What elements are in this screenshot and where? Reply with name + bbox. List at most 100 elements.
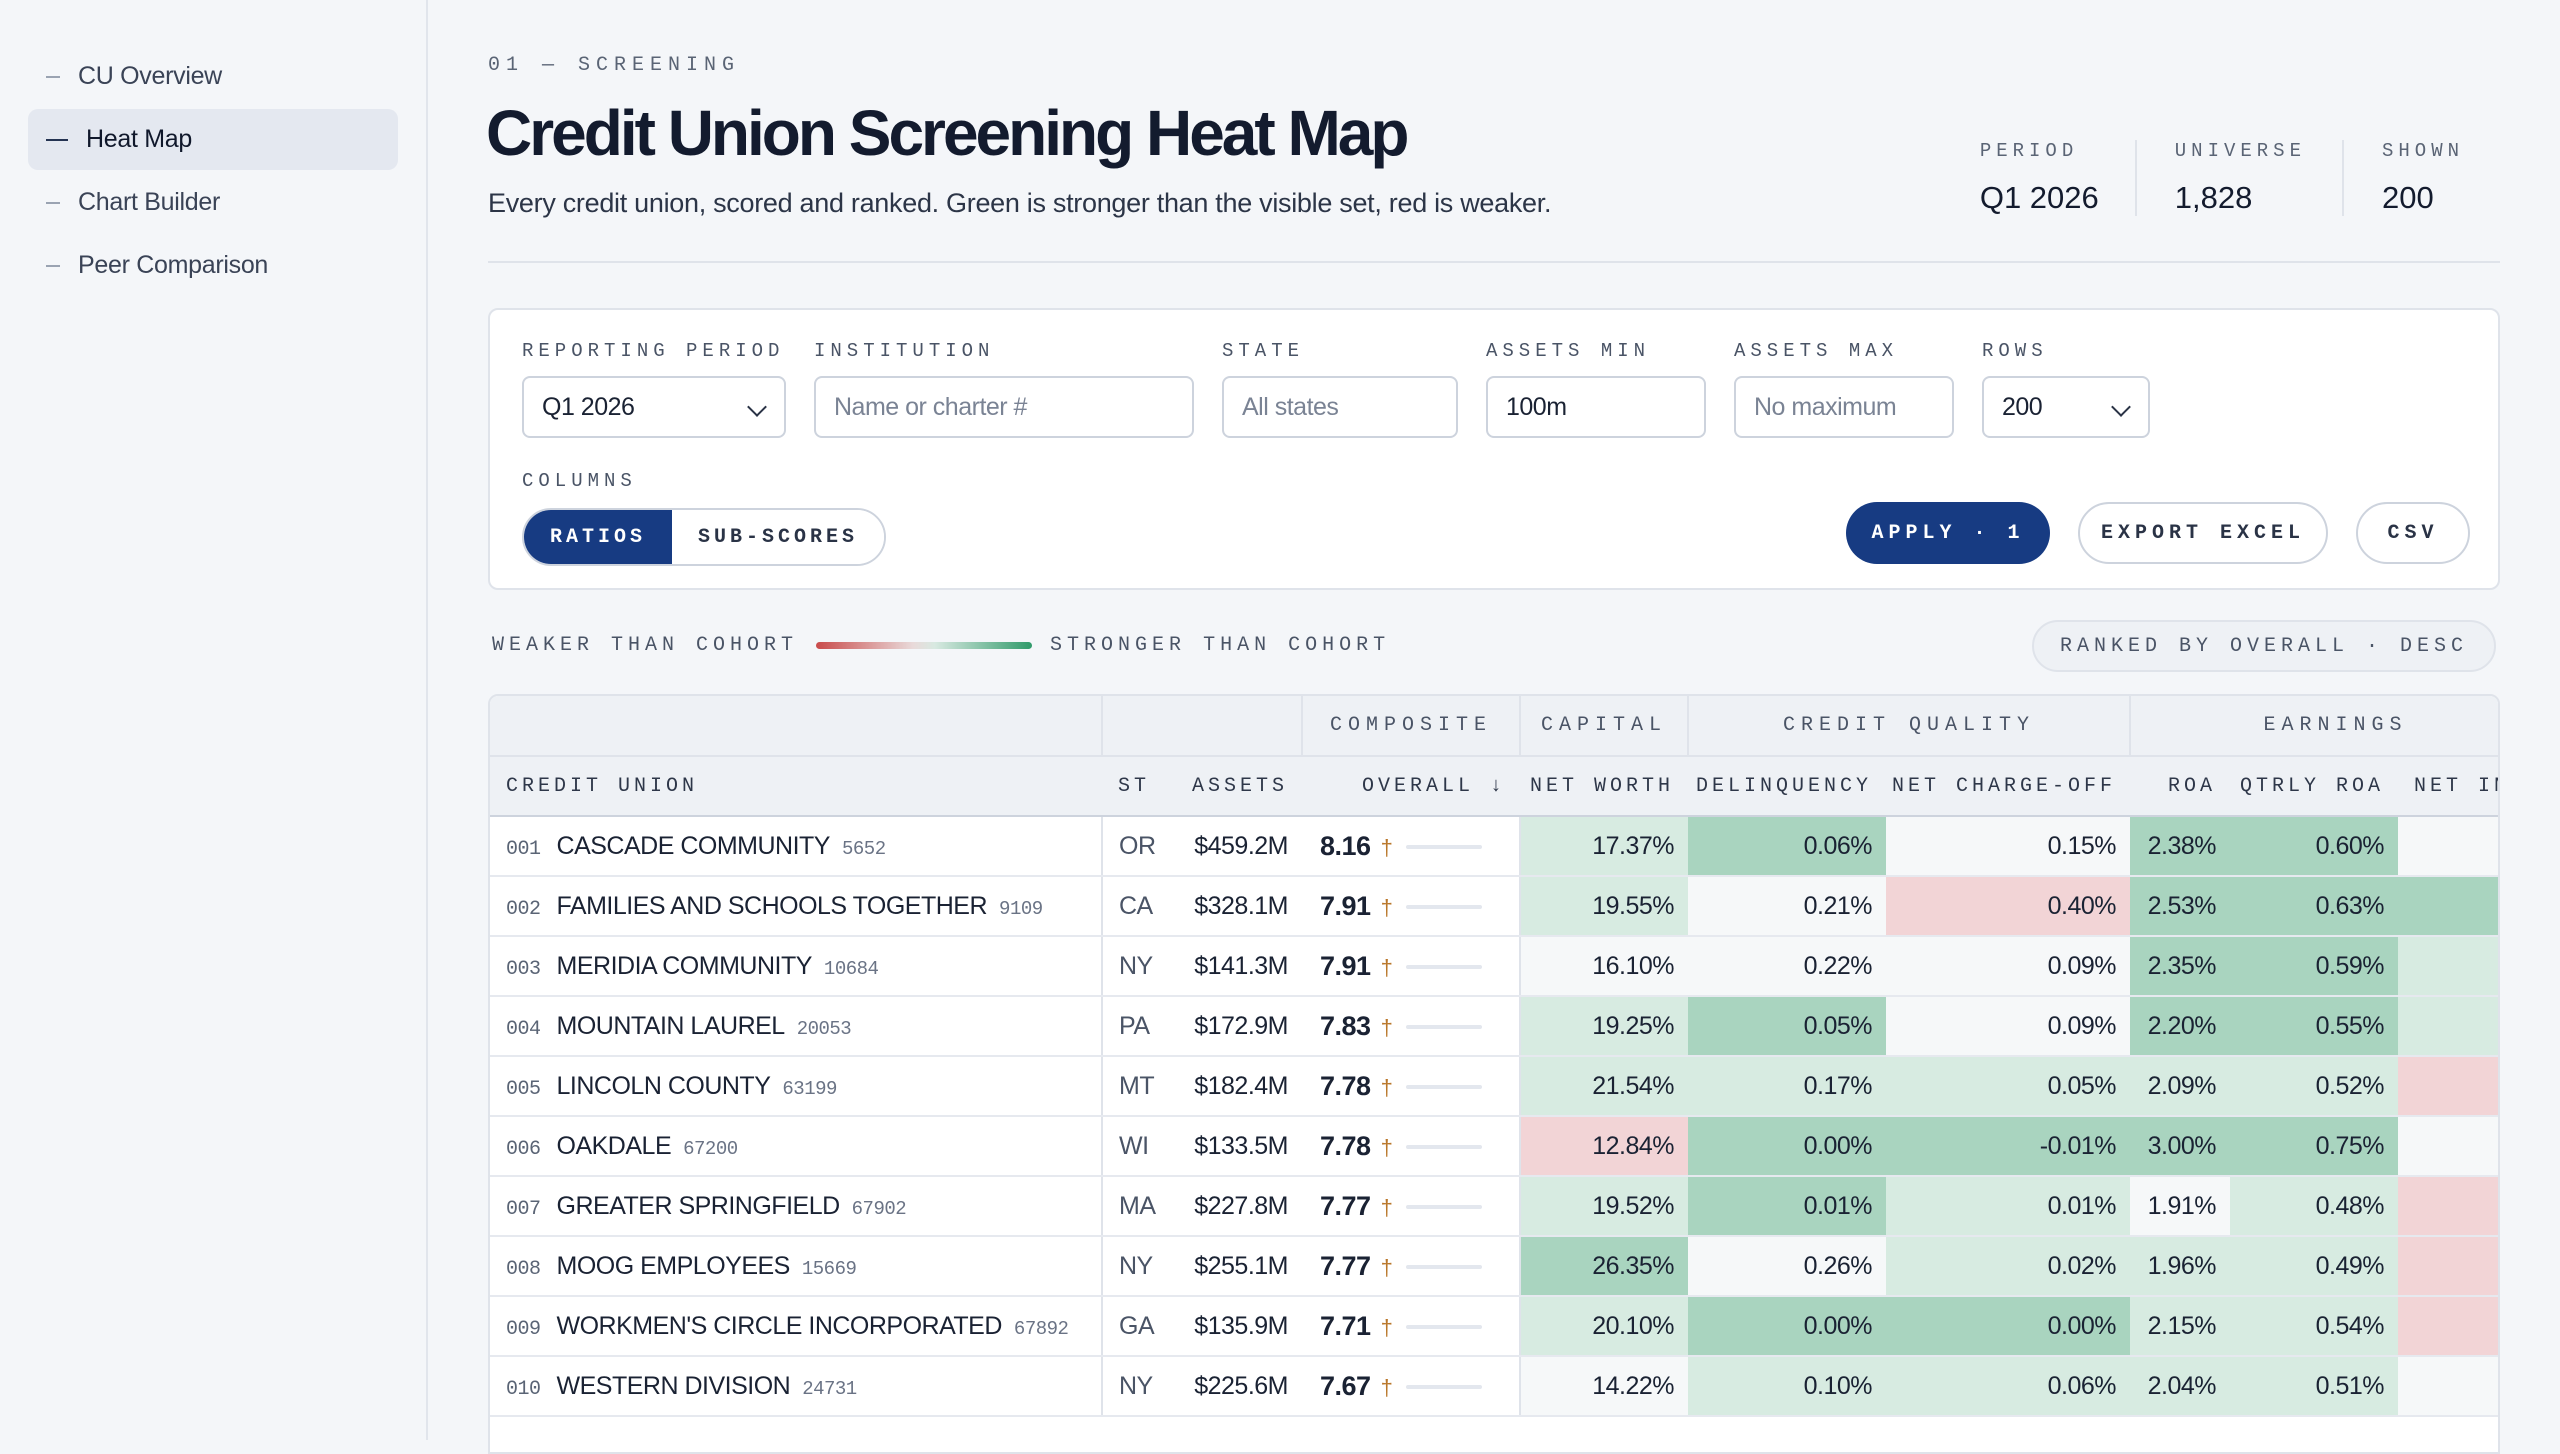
state-cell: CA <box>1102 876 1174 937</box>
roa-cell: 2.53% <box>2130 876 2230 937</box>
net-charge-off-cell: 0.06% <box>1886 1356 2130 1417</box>
column-header-qtrly-roa[interactable]: QTRLY ROA <box>2230 756 2398 817</box>
sort-indicator[interactable]: RANKED BY OVERALL · DESC <box>2031 620 2496 672</box>
overall-cell: 7.77 † <box>1302 1176 1521 1237</box>
qtrly-roa-cell: 0.52% <box>2230 1056 2398 1117</box>
state-cell: MT <box>1102 1056 1174 1117</box>
csv-button[interactable]: CSV <box>2356 502 2470 564</box>
column-header-net-income[interactable]: NET IN <box>2398 756 2498 817</box>
table-row[interactable]: 005 LINCOLN COUNTY 63199 MT $182.4M 7.78 † 21.5… <box>490 1056 2498 1117</box>
dagger-icon: † <box>1380 1074 1393 1100</box>
delinquency-cell: 0.05% <box>1688 996 1886 1057</box>
rows-value: 200 <box>2002 392 2043 421</box>
overall-cell: 7.77 † <box>1302 1236 1521 1297</box>
stat-label: SHOWN <box>2381 140 2464 162</box>
delinquency-cell: 0.00% <box>1688 1116 1886 1177</box>
assets-cell: $172.9M <box>1174 996 1302 1057</box>
column-header-delinquency[interactable]: DELINQUENCY <box>1688 756 1886 817</box>
credit-union-cell[interactable]: 010 WESTERN DIVISION 24731 <box>490 1356 1103 1417</box>
table-row[interactable]: 001 CASCADE COMMUNITY 5652 OR $459.2M 8.16 † 17… <box>490 816 2498 877</box>
credit-union-cell[interactable]: 006 OAKDALE 67200 <box>490 1116 1103 1177</box>
credit-union-cell[interactable]: 003 MERIDIA COMMUNITY 10684 <box>490 936 1103 997</box>
table-body: 001 CASCADE COMMUNITY 5652 OR $459.2M 8.16 † 17… <box>490 816 2498 1417</box>
export-excel-button[interactable]: EXPORT EXCEL <box>2078 502 2328 564</box>
qtrly-roa-cell: 0.75% <box>2230 1116 2398 1177</box>
columns-sub-scores-button[interactable]: SUB-SCORES <box>672 510 885 564</box>
assets-cell: $133.5M <box>1174 1116 1302 1177</box>
score-spark-bar <box>1406 1025 1483 1030</box>
table-row[interactable]: 004 MOUNTAIN LAUREL 20053 PA $172.9M 7.83 † 19.… <box>490 996 2498 1057</box>
net-charge-off-cell: 0.09% <box>1886 996 2130 1057</box>
column-header-net-charge-off[interactable]: NET CHARGE-OFF <box>1886 756 2130 817</box>
table-row[interactable]: 010 WESTERN DIVISION 24731 NY $225.6M 7.67 † 14… <box>490 1356 2498 1417</box>
chevron-down-icon <box>747 397 767 417</box>
table-row[interactable]: 003 MERIDIA COMMUNITY 10684 NY $141.3M 7.91 † 1… <box>490 936 2498 997</box>
sidebar-item-cu-overview[interactable]: CU Overview <box>28 46 398 107</box>
legend-weaker-label: WEAKER THAN COHORT <box>492 634 799 657</box>
credit-union-cell[interactable]: 007 GREATER SPRINGFIELD 67902 <box>490 1176 1103 1237</box>
sidebar-item-heat-map[interactable]: Heat Map <box>28 109 398 170</box>
credit-union-cell[interactable]: 004 MOUNTAIN LAUREL 20053 <box>490 996 1103 1057</box>
overall-score: 7.78 <box>1320 1070 1371 1101</box>
column-header-roa[interactable]: ROA <box>2130 756 2230 817</box>
stat-value: 200 <box>2381 180 2434 215</box>
charter-number: 9109 <box>999 897 1043 920</box>
table-row[interactable]: 007 GREATER SPRINGFIELD 67902 MA $227.8M 7.77… <box>490 1176 2498 1237</box>
qtrly-roa-cell: 0.55% <box>2230 996 2398 1057</box>
score-spark-bar <box>1406 1385 1483 1390</box>
charter-number: 67892 <box>1013 1317 1069 1340</box>
main-content: 01 — SCREENING Credit Union Screening He… <box>486 0 2500 1454</box>
assets-cell: $227.8M <box>1174 1176 1302 1237</box>
period-value: Q1 2026 <box>542 392 635 421</box>
legend-gradient <box>816 642 1033 649</box>
assets-max-input[interactable]: No maximum <box>1734 376 1954 438</box>
net-worth-cell: 26.35% <box>1520 1236 1688 1297</box>
credit-union-cell[interactable]: 002 FAMILIES AND SCHOOLS TOGETHER 9109 <box>490 876 1103 937</box>
sidebar-item-chart-builder[interactable]: Chart Builder <box>28 172 398 233</box>
rows-select[interactable]: 200 <box>1982 376 2150 438</box>
dagger-icon: † <box>1380 894 1393 920</box>
period-select[interactable]: Q1 2026 <box>522 376 786 438</box>
columns-ratios-button[interactable]: RATIOS <box>524 510 673 564</box>
table-row[interactable]: 006 OAKDALE 67200 WI $133.5M 7.78 † 12.84% 0.00%… <box>490 1116 2498 1177</box>
credit-union-name: MERIDIA COMMUNITY <box>556 951 813 980</box>
net-charge-off-cell: 0.15% <box>1886 816 2130 877</box>
assets-min-label: ASSETS MIN <box>1486 340 1651 362</box>
table-row[interactable]: 009 WORKMEN'S CIRCLE INCORPORATED 67892 GA $… <box>490 1296 2498 1357</box>
dagger-icon: † <box>1380 1134 1393 1160</box>
assets-min-input[interactable]: 100m <box>1486 376 1706 438</box>
column-header-overall[interactable]: OVERALL ↓ <box>1302 756 1520 817</box>
institution-input[interactable]: Name or charter # <box>814 376 1194 438</box>
stat-value: 1,828 <box>2174 180 2253 215</box>
overall-cell: 7.91 † <box>1302 876 1521 937</box>
credit-union-cell[interactable]: 001 CASCADE COMMUNITY 5652 <box>490 816 1103 877</box>
state-label: STATE <box>1222 340 1305 362</box>
heat-map-table: COMPOSITE CAPITAL CREDIT QUALITY EARNING… <box>488 694 2500 1454</box>
column-header-state[interactable]: ST <box>1102 756 1174 817</box>
credit-union-cell[interactable]: 005 LINCOLN COUNTY 63199 <box>490 1056 1103 1117</box>
credit-union-name: GREATER SPRINGFIELD <box>556 1191 841 1220</box>
net-income-cell <box>2398 1296 2498 1357</box>
net-worth-cell: 14.22% <box>1520 1356 1688 1417</box>
dash-icon <box>46 264 60 267</box>
table-row[interactable]: 002 FAMILIES AND SCHOOLS TOGETHER 9109 CA $3… <box>490 876 2498 937</box>
column-header-net-worth[interactable]: NET WORTH <box>1520 756 1688 817</box>
sidebar-item-peer-comparison[interactable]: Peer Comparison <box>28 235 398 296</box>
overall-score: 7.91 <box>1320 950 1371 981</box>
assets-cell: $255.1M <box>1174 1236 1302 1297</box>
period-label: REPORTING PERIOD <box>522 340 785 362</box>
column-header-assets[interactable]: ASSETS <box>1174 756 1302 817</box>
net-charge-off-cell: 0.09% <box>1886 936 2130 997</box>
table-row[interactable]: 008 MOOG EMPLOYEES 15669 NY $255.1M 7.77 † 26.3… <box>490 1236 2498 1297</box>
apply-button[interactable]: APPLY · 1 <box>1846 502 2050 564</box>
credit-union-name: WESTERN DIVISION <box>556 1371 791 1400</box>
rank: 010 <box>506 1377 541 1401</box>
column-header-credit-union[interactable]: CREDIT UNION <box>490 756 1102 817</box>
delinquency-cell: 0.17% <box>1688 1056 1886 1117</box>
state-input[interactable]: All states <box>1222 376 1458 438</box>
credit-union-cell[interactable]: 008 MOOG EMPLOYEES 15669 <box>490 1236 1103 1297</box>
dagger-icon: † <box>1380 1374 1393 1400</box>
credit-union-cell[interactable]: 009 WORKMEN'S CIRCLE INCORPORATED 67892 <box>490 1296 1103 1357</box>
rank: 003 <box>506 957 541 981</box>
rank: 004 <box>506 1017 541 1041</box>
